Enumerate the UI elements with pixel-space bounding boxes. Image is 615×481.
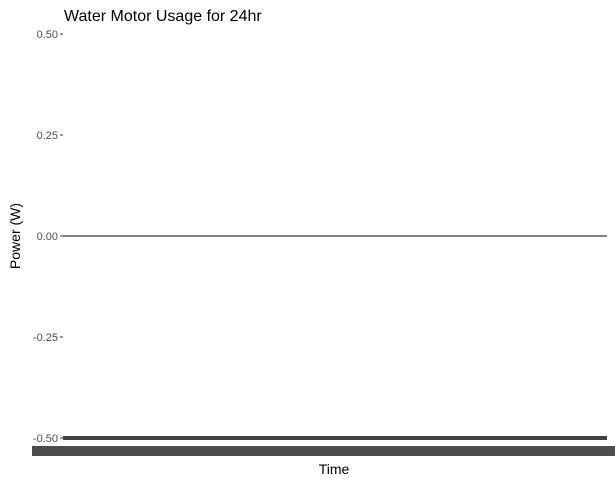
x-axis-tick-labels-overlapping [32,446,615,456]
x-axis-bottom-band [63,436,607,440]
y-tick-label: -0.50 [33,433,58,445]
x-axis-title: Time [319,461,350,477]
y-tick-label: 0.00 [37,231,58,243]
y-tick-label: 0.50 [37,29,58,41]
chart-title: Water Motor Usage for 24hr [64,8,262,25]
y-axis-title: Power (W) [7,203,23,269]
y-axis: 0.50 0.25 0.00 -0.25 -0.50 [33,29,63,445]
y-tick-label: -0.25 [33,332,58,344]
y-tick-label: 0.25 [37,130,58,142]
